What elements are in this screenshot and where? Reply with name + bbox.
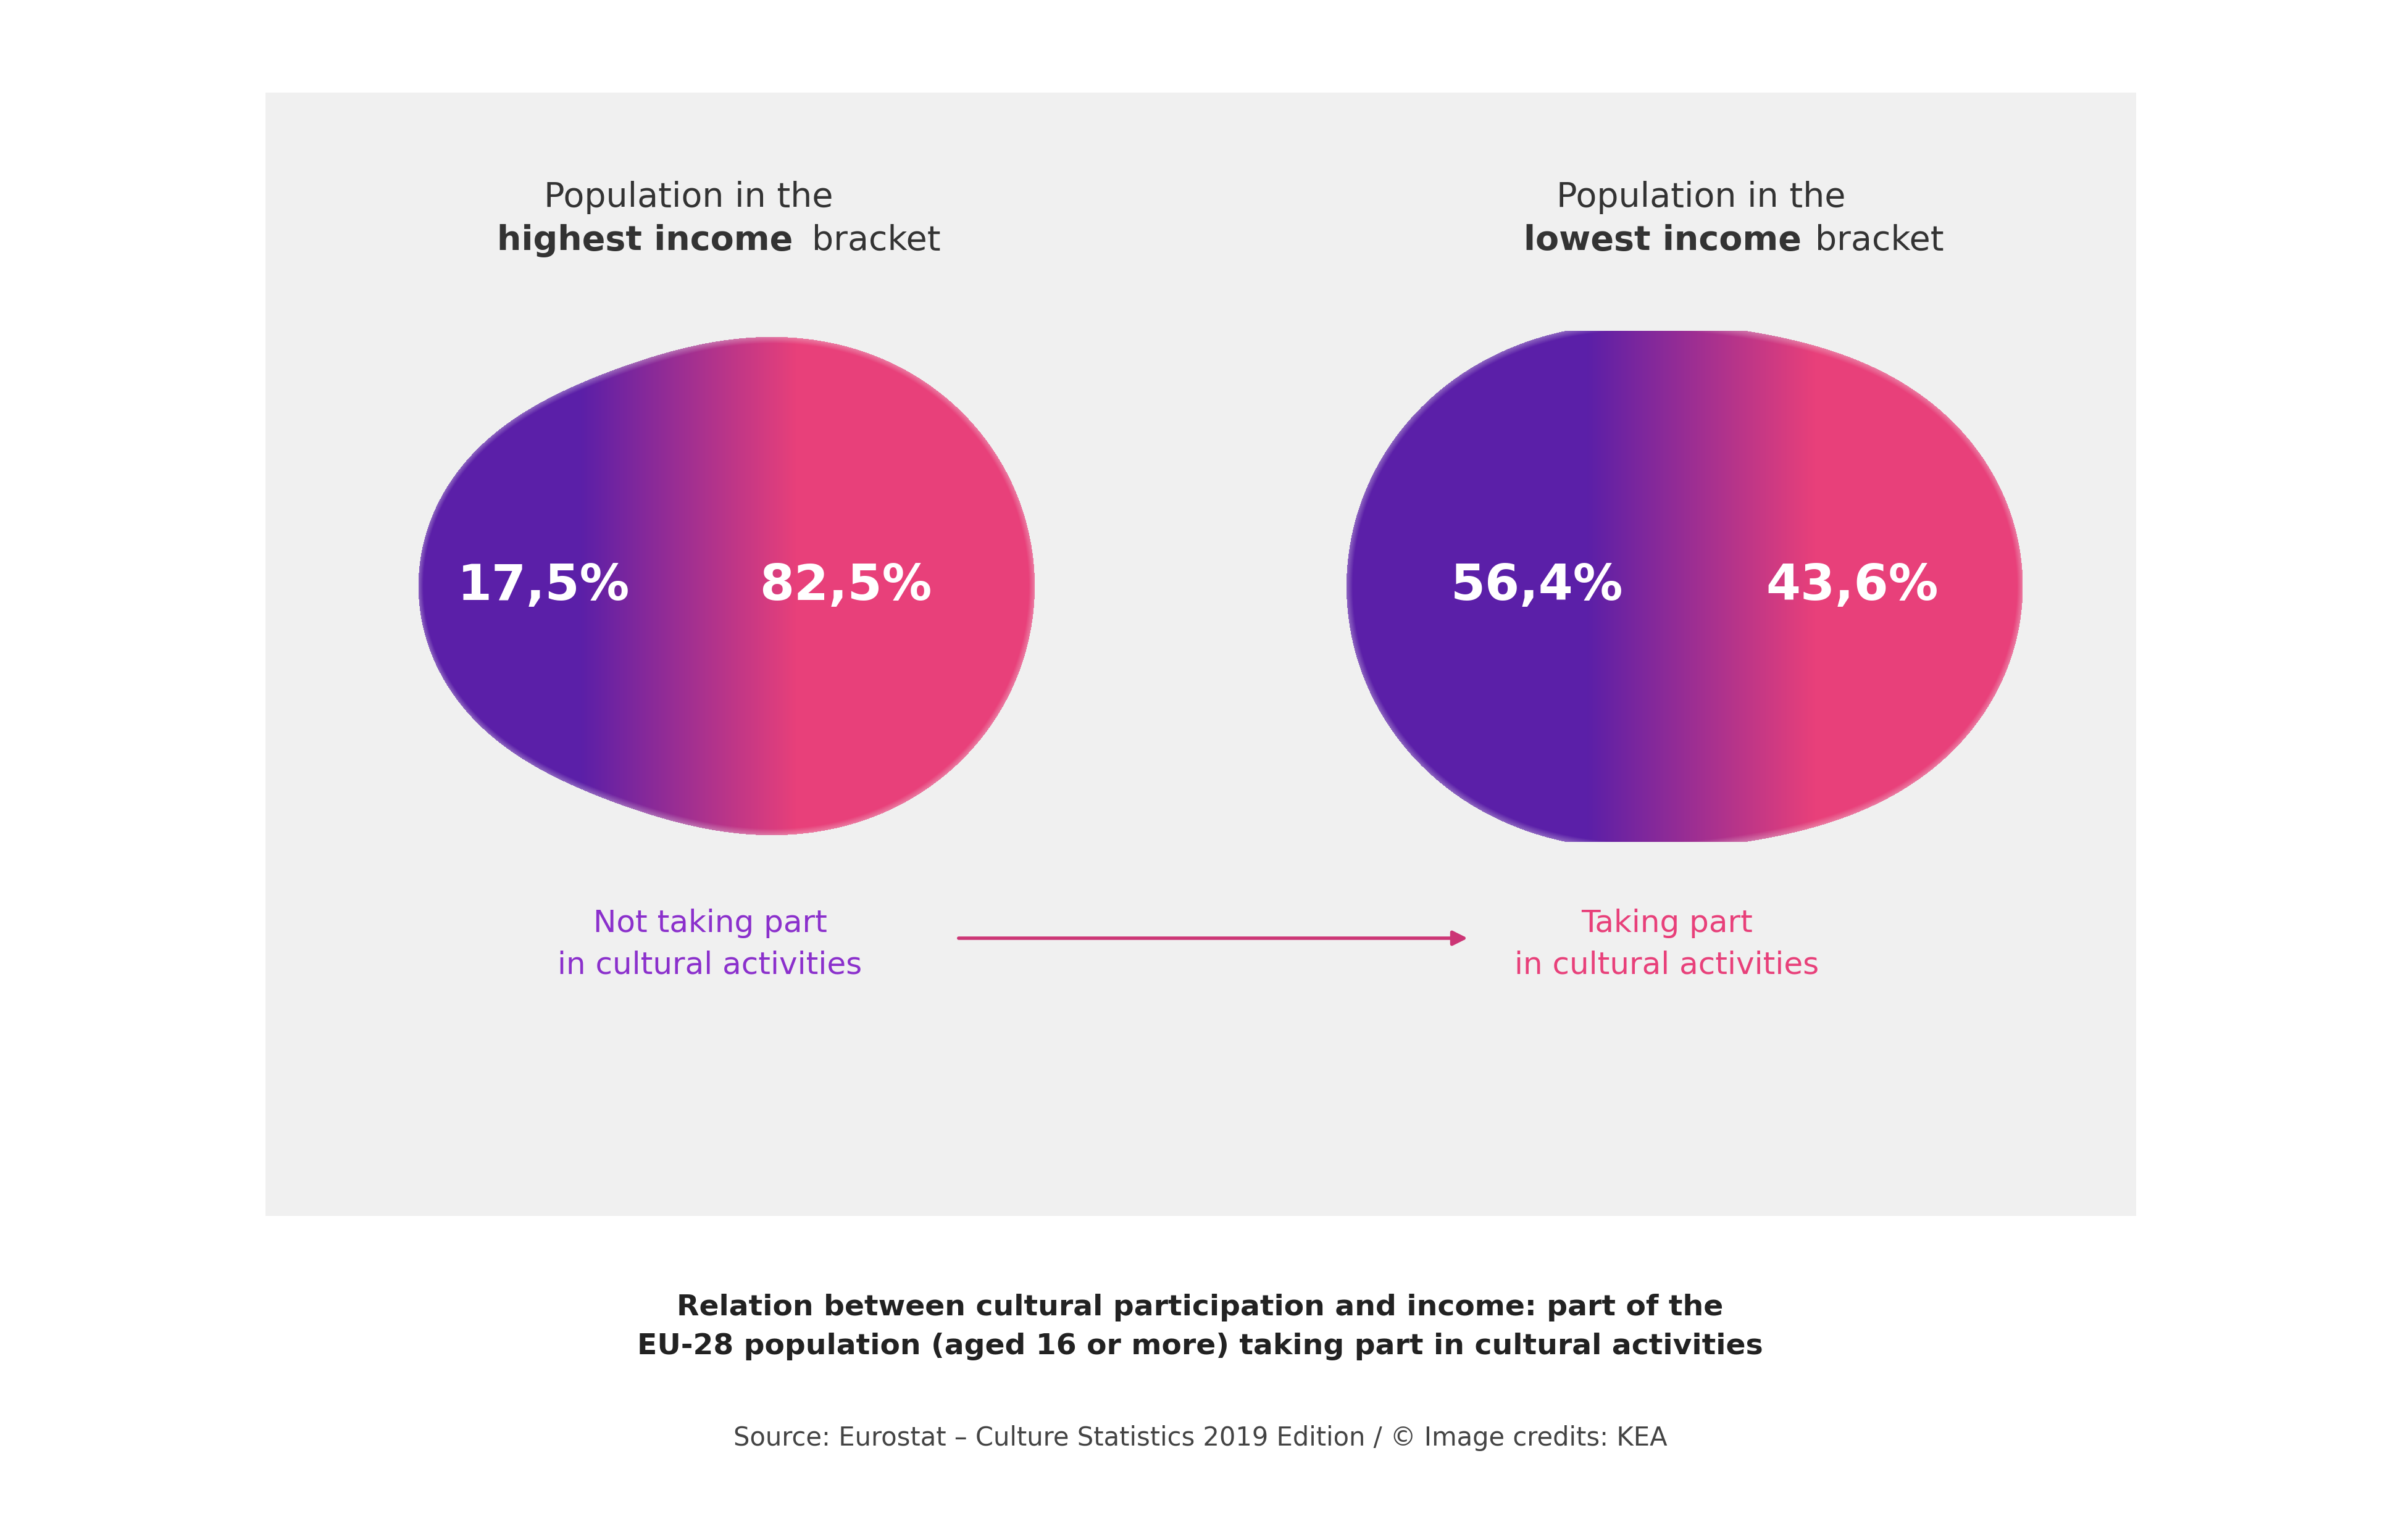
- Text: 82,5%: 82,5%: [759, 562, 932, 610]
- Text: bracket: bracket: [1815, 223, 1945, 257]
- Text: lowest income: lowest income: [1525, 223, 1801, 257]
- Text: highest income: highest income: [497, 223, 792, 257]
- Text: Population in the: Population in the: [1556, 180, 1846, 214]
- Text: 17,5%: 17,5%: [456, 562, 629, 610]
- Text: Relation between cultural participation and income: part of the
EU-28 population: Relation between cultural participation …: [636, 1294, 1762, 1360]
- Bar: [267, 92, 2137, 1217]
- Text: 56,4%: 56,4%: [1450, 562, 1623, 610]
- Text: Source: Eurostat – Culture Statistics 2019 Edition / © Image credits: KEA: Source: Eurostat – Culture Statistics 20…: [732, 1424, 1666, 1451]
- Text: Population in the: Population in the: [543, 180, 833, 214]
- Text: bracket: bracket: [812, 223, 941, 257]
- Text: Taking part
in cultural activities: Taking part in cultural activities: [1515, 909, 1820, 979]
- Text: Not taking part
in cultural activities: Not taking part in cultural activities: [557, 909, 862, 979]
- Text: 43,6%: 43,6%: [1765, 562, 1938, 610]
